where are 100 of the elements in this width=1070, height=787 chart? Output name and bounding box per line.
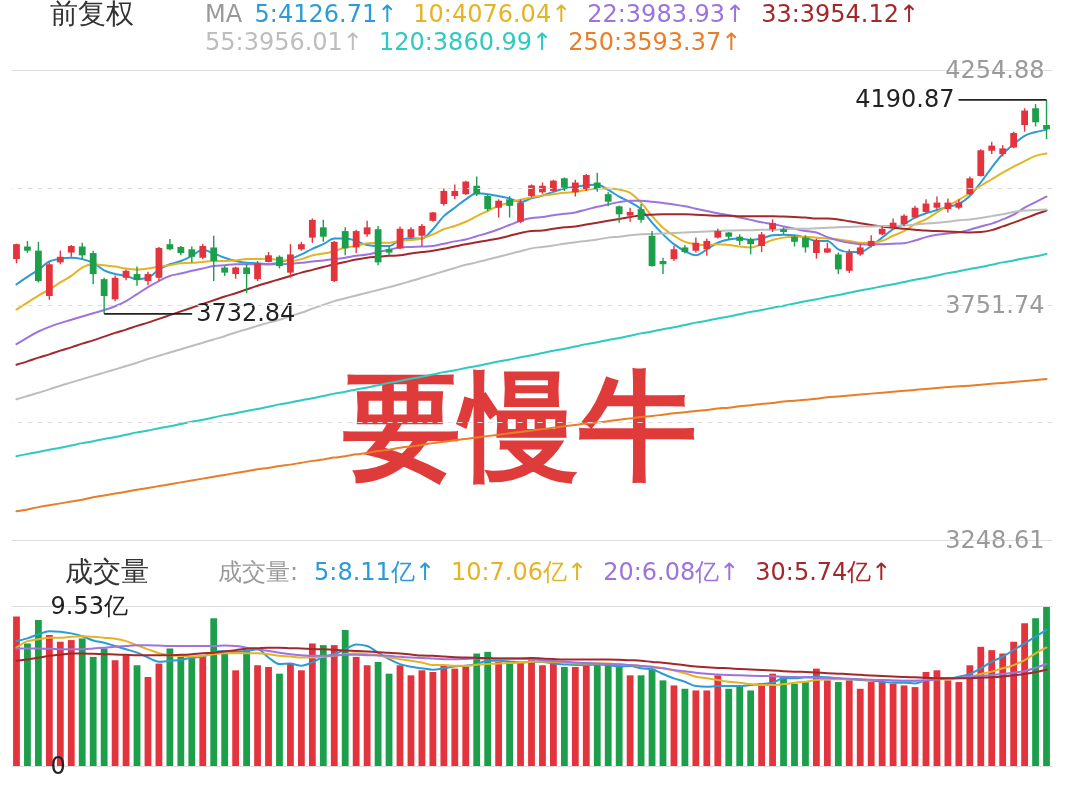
bar xyxy=(791,683,798,766)
bar xyxy=(988,650,996,766)
text: 成交量 xyxy=(65,555,149,588)
bar xyxy=(495,661,503,766)
candlestick xyxy=(319,219,327,243)
candlestick xyxy=(1032,103,1039,128)
bar xyxy=(747,690,755,766)
bar xyxy=(276,673,283,766)
bar xyxy=(692,690,700,766)
candlestick xyxy=(495,198,503,219)
candlestick xyxy=(89,250,97,286)
candlestick xyxy=(517,198,524,224)
bar xyxy=(1010,641,1018,766)
text: 5:8.11亿↑ xyxy=(314,558,435,586)
bar xyxy=(440,665,448,766)
candlestick xyxy=(308,217,316,244)
bar xyxy=(45,635,53,766)
y-tick-label: 3751.74 xyxy=(945,290,1045,319)
bar xyxy=(769,673,776,766)
candlestick xyxy=(834,251,842,275)
bar xyxy=(539,665,546,766)
bar xyxy=(626,675,634,766)
bar xyxy=(199,656,207,766)
bar xyxy=(221,653,229,766)
bar xyxy=(13,616,20,766)
bar xyxy=(24,643,31,766)
bar xyxy=(352,656,360,766)
bar xyxy=(528,660,535,766)
text: 20:6.08亿↑ xyxy=(603,558,740,586)
bar xyxy=(451,668,459,766)
bar xyxy=(867,682,875,766)
bar xyxy=(517,661,524,766)
bar xyxy=(834,682,842,766)
candlestick xyxy=(243,263,250,294)
annotation: 4190.87 xyxy=(855,84,955,113)
bar xyxy=(714,675,722,766)
legend-title: MA xyxy=(205,0,243,28)
legend-title: 成交量: xyxy=(218,558,299,586)
text: 10:4076.04↑ xyxy=(413,0,572,28)
bar xyxy=(484,651,492,766)
candlestick xyxy=(352,228,360,254)
text: 250:3593.37↑ xyxy=(568,28,742,56)
bar xyxy=(506,661,513,766)
y-tick-label: 9.53亿 xyxy=(50,591,128,620)
bar xyxy=(736,685,744,766)
y-tick-label: 3248.61 xyxy=(945,525,1045,554)
bar xyxy=(308,643,316,766)
bar xyxy=(856,688,864,766)
bar xyxy=(571,666,579,766)
bar xyxy=(823,680,831,766)
bar xyxy=(330,645,338,766)
bar xyxy=(287,663,294,766)
bar xyxy=(615,665,623,766)
line-series xyxy=(15,209,1048,366)
candlestick xyxy=(1021,107,1028,133)
bar xyxy=(473,653,481,766)
bar xyxy=(604,665,612,766)
candlestick xyxy=(210,235,218,282)
candlestick xyxy=(473,175,481,197)
bar xyxy=(166,648,174,766)
bar xyxy=(977,646,985,766)
bar xyxy=(703,690,711,766)
bar xyxy=(232,670,240,766)
candlestick xyxy=(626,207,634,223)
bar xyxy=(889,683,897,766)
bar xyxy=(210,618,218,766)
bar xyxy=(878,682,886,766)
bar xyxy=(429,671,437,766)
candlestick xyxy=(287,243,294,279)
bar xyxy=(966,665,974,766)
bar xyxy=(188,656,196,766)
candlestick xyxy=(506,195,513,219)
text: 33:3954.12↑ xyxy=(761,0,920,28)
bar xyxy=(1043,606,1050,766)
bar xyxy=(725,688,733,766)
bar xyxy=(1032,618,1039,766)
y-tick-label: 4254.88 xyxy=(945,55,1045,84)
candlestick xyxy=(845,248,853,274)
bar xyxy=(265,666,272,766)
bar xyxy=(758,683,766,766)
candlestick xyxy=(418,223,426,247)
candlestick xyxy=(254,260,261,282)
bar xyxy=(297,670,305,766)
bar xyxy=(582,663,590,766)
bar xyxy=(254,665,261,766)
candlestick xyxy=(341,226,349,257)
bar xyxy=(35,619,42,766)
bar xyxy=(341,630,349,766)
text: 30:5.74亿↑ xyxy=(755,558,892,586)
bar xyxy=(560,666,568,766)
bar xyxy=(363,665,371,766)
bar xyxy=(999,653,1007,766)
bar xyxy=(550,661,557,766)
bar xyxy=(78,638,86,766)
bar xyxy=(89,656,97,766)
bar xyxy=(100,648,108,766)
candlestick xyxy=(966,175,974,196)
bar xyxy=(1021,623,1028,766)
bar xyxy=(67,640,75,766)
bar xyxy=(845,680,853,766)
